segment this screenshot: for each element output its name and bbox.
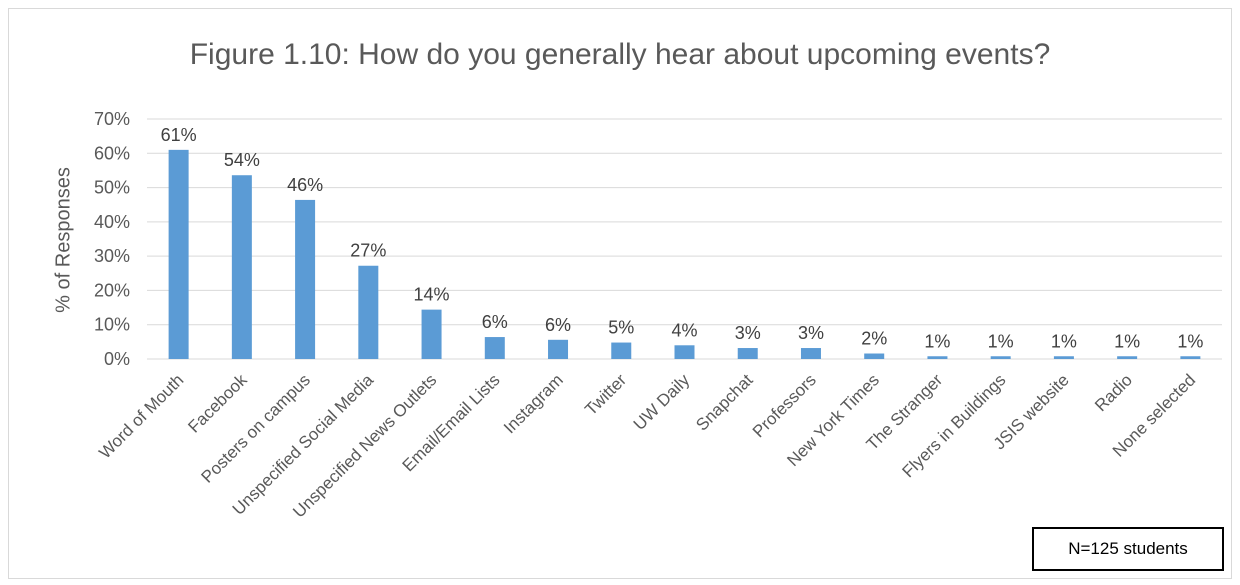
y-tick-label: 70%	[94, 109, 130, 129]
bar	[1054, 356, 1074, 359]
y-tick-label: 0%	[104, 349, 130, 369]
bar	[738, 348, 758, 359]
bar	[358, 266, 378, 359]
bar	[675, 345, 695, 359]
y-tick-label: 40%	[94, 212, 130, 232]
data-label: 1%	[1114, 331, 1140, 351]
x-category-label: Snapchat	[692, 370, 756, 434]
x-category-label: Posters on campus	[198, 370, 314, 486]
x-category-label: Word of Mouth	[95, 370, 187, 462]
data-label: 6%	[545, 315, 571, 335]
x-category-label: Instagram	[500, 370, 567, 437]
x-category-label: UW Daily	[630, 370, 694, 434]
y-tick-label: 50%	[94, 178, 130, 198]
x-category-label: Radio	[1091, 370, 1136, 415]
bar	[1180, 356, 1200, 359]
data-label: 3%	[798, 323, 824, 343]
bar	[801, 348, 821, 359]
data-label: 14%	[414, 285, 450, 305]
x-category-label: Twitter	[581, 370, 630, 419]
y-tick-label: 30%	[94, 246, 130, 266]
bar	[548, 340, 568, 359]
data-label: 1%	[924, 331, 950, 351]
data-label: 4%	[671, 320, 697, 340]
x-category-label: Facebook	[184, 370, 251, 437]
y-axis-title: % of Responses	[53, 167, 76, 313]
y-tick-label: 10%	[94, 315, 130, 335]
data-label: 54%	[224, 150, 260, 170]
bar	[864, 354, 884, 359]
bar	[611, 343, 631, 359]
bar	[169, 150, 189, 359]
chart-title: Figure 1.10: How do you generally hear a…	[0, 38, 1240, 72]
data-label: 5%	[608, 318, 634, 338]
y-tick-label: 20%	[94, 280, 130, 300]
data-label: 46%	[287, 175, 323, 195]
data-label: 1%	[1177, 331, 1203, 351]
data-label: 1%	[988, 331, 1014, 351]
bar	[485, 337, 505, 359]
data-label: 1%	[1051, 331, 1077, 351]
bar	[1117, 356, 1137, 359]
bar	[422, 310, 442, 359]
data-label: 61%	[161, 125, 197, 145]
bar	[295, 200, 315, 359]
data-label: 3%	[735, 323, 761, 343]
data-label: 2%	[861, 329, 887, 349]
bar	[991, 356, 1011, 359]
data-label: 6%	[482, 312, 508, 332]
sample-size-note: N=125 students	[1032, 527, 1224, 571]
y-tick-label: 60%	[94, 143, 130, 163]
data-label: 27%	[350, 241, 386, 261]
bar	[927, 356, 947, 359]
bar	[232, 175, 252, 359]
